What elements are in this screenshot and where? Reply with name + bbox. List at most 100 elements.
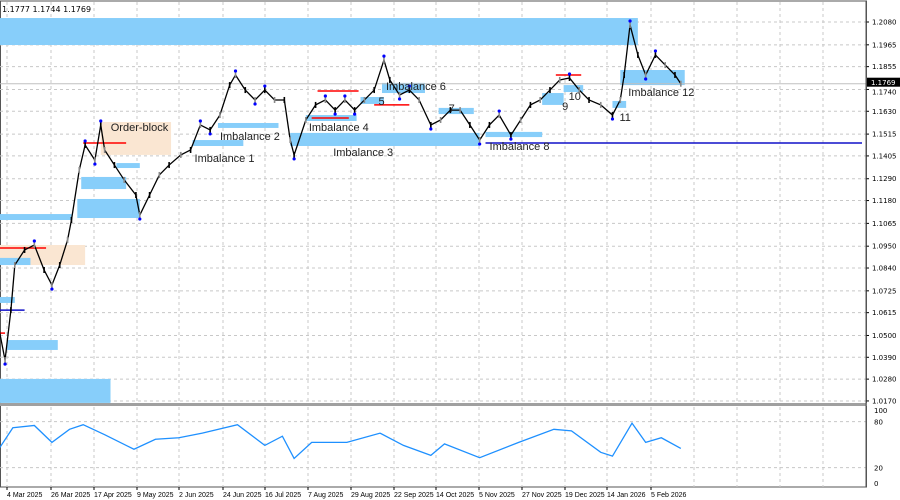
candle <box>148 192 151 199</box>
candle <box>283 96 286 103</box>
candle <box>418 96 420 103</box>
fractal-high-dot <box>628 19 632 23</box>
fractal-high-dot <box>323 94 327 98</box>
candle <box>383 57 385 64</box>
candle <box>180 151 182 158</box>
zone-label: Imbalance 8 <box>490 141 550 153</box>
date-tick-label: 19 Dec 2025 <box>565 492 605 499</box>
fractal-low-dot <box>138 217 142 221</box>
oscillator-tick-label: 0 <box>874 480 878 488</box>
ohlc-readout: 1.1777 1.1744 1.1769 <box>2 5 92 14</box>
candle <box>189 146 192 153</box>
candle <box>588 96 590 103</box>
fractal-low-dot <box>429 127 433 131</box>
candle <box>529 101 532 108</box>
imbalance-zone <box>290 132 480 146</box>
candle <box>70 217 73 224</box>
date-tick-label: 2 Jun 2025 <box>179 492 214 499</box>
price-tick-label: 1.1515 <box>872 131 897 139</box>
candle <box>219 112 221 119</box>
fractal-high-dot <box>263 84 267 88</box>
fractal-low-dot <box>644 77 648 81</box>
fractal-high-dot <box>83 139 87 143</box>
candle <box>498 112 500 119</box>
candle <box>619 96 622 103</box>
date-tick-label: 14 Oct 2025 <box>436 492 474 499</box>
candle <box>4 357 6 364</box>
fractal-high-dot <box>233 69 238 73</box>
candle <box>539 96 542 103</box>
candle <box>51 282 53 289</box>
fractal-low-dot <box>3 362 7 366</box>
oscillator-tick-label: 80 <box>874 419 883 427</box>
imbalance-zone <box>360 96 384 104</box>
candle <box>578 87 581 94</box>
current-price-label: 1.1769 <box>871 79 896 87</box>
candle <box>430 121 432 128</box>
date-tick-label: 5 Nov 2025 <box>479 492 515 499</box>
zone-label: Imbalance 1 <box>195 153 255 165</box>
candle <box>488 121 491 128</box>
candle <box>135 192 137 199</box>
date-tick-label: 22 Sep 2025 <box>394 492 434 499</box>
candle <box>273 96 276 103</box>
candle <box>373 87 375 94</box>
price-tick-label: 1.1065 <box>872 220 897 228</box>
zone-label: 9 <box>562 101 568 113</box>
price-tick-label: 1.0615 <box>872 309 897 317</box>
oscillator-tick-label: 100 <box>874 407 887 415</box>
price-line <box>0 24 682 361</box>
date-tick-label: 24 Jun 2025 <box>223 492 262 499</box>
fractal-low-dot <box>353 112 357 116</box>
candle <box>654 51 657 58</box>
candle <box>78 167 81 174</box>
imbalance-zone <box>438 107 474 115</box>
candle <box>558 76 561 83</box>
price-tick-label: 1.0840 <box>872 265 897 273</box>
imbalance-zone <box>0 214 72 221</box>
imbalance-zone <box>0 296 15 303</box>
fractal-low-dot <box>208 132 212 136</box>
candle <box>94 157 96 164</box>
zone-label: Imbalance 4 <box>309 122 369 134</box>
order-block-zone <box>100 121 172 155</box>
fractal-low-dot <box>292 157 296 161</box>
price-tick-label: 1.0950 <box>872 243 897 251</box>
candle <box>637 51 639 58</box>
fractal-low-dot <box>93 162 97 166</box>
candle <box>334 107 336 114</box>
candle <box>408 87 411 94</box>
candle <box>293 151 295 158</box>
date-tick-label: 29 Aug 2025 <box>351 492 390 499</box>
zone-label: 10 <box>569 91 581 103</box>
price-tick-label: 1.1630 <box>872 108 897 116</box>
price-tick-label: 1.1855 <box>872 63 897 71</box>
candle <box>478 137 481 144</box>
zone-label: Imbalance 6 <box>386 81 446 93</box>
candle <box>199 121 202 128</box>
date-tick-label: 17 Apr 2025 <box>94 492 132 499</box>
fractal-high-dot <box>497 109 501 113</box>
imbalance-zone <box>0 18 638 46</box>
zone-label: Imbalance 3 <box>333 147 393 159</box>
fractal-high-dot <box>99 119 103 123</box>
candle <box>623 71 625 78</box>
fractal-high-dot <box>407 84 411 88</box>
imbalance-zone <box>217 122 279 128</box>
price-tick-label: 1.2080 <box>872 19 897 27</box>
zone-label: 11 <box>619 112 630 124</box>
date-tick-label: 14 Jan 2026 <box>607 492 646 499</box>
candle <box>611 112 614 119</box>
panel-separator <box>0 403 867 406</box>
candle <box>389 76 391 83</box>
candle <box>344 96 346 103</box>
price-tick-label: 1.1290 <box>872 175 897 183</box>
fractal-high-dot <box>32 239 36 243</box>
zone-label: 7 <box>449 103 455 115</box>
fractal-high-dot <box>343 94 347 98</box>
date-tick-label: 5 Feb 2026 <box>651 492 687 499</box>
imbalance-zone <box>77 198 140 219</box>
candle <box>289 137 292 144</box>
candle <box>674 71 676 78</box>
